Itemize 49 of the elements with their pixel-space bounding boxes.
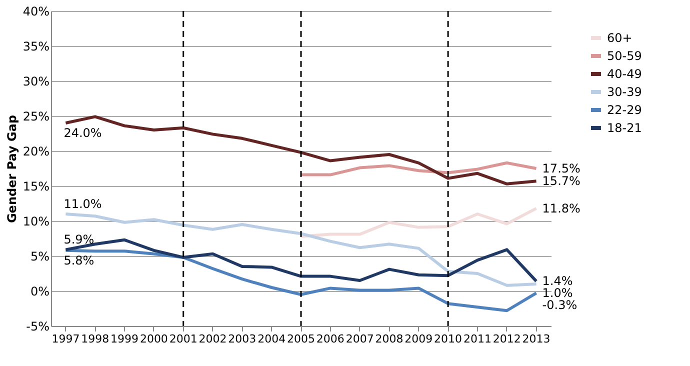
- x-tick-label: 2011: [463, 332, 492, 346]
- data-label: 1.4%: [542, 274, 573, 288]
- data-label: 5.9%: [64, 232, 94, 247]
- y-tick-label: 10%: [22, 214, 50, 228]
- line-series: [300, 161, 538, 176]
- y-tick-label: 5%: [30, 250, 50, 264]
- y-tick-label: 15%: [22, 180, 50, 194]
- y-tick-label: 35%: [22, 40, 50, 54]
- line-series: [64, 115, 538, 186]
- line-series: [64, 248, 538, 312]
- x-tick-label: 2013: [522, 332, 550, 346]
- x-tick-label: 2007: [346, 332, 374, 346]
- legend-label: 40-49: [607, 67, 642, 81]
- data-label: 5.8%: [64, 253, 94, 268]
- x-tick-label: 1999: [110, 332, 139, 346]
- x-tick-label: 2008: [375, 332, 404, 346]
- data-label: 17.5%: [542, 162, 580, 176]
- line-series: [64, 212, 538, 287]
- x-tick-label: 2000: [140, 332, 168, 346]
- x-tick-label: 2005: [287, 332, 315, 346]
- x-tick-label: 2012: [492, 332, 521, 346]
- data-label: 11.0%: [64, 197, 102, 211]
- x-tick-label: 2006: [316, 332, 344, 346]
- data-label: 1.0%: [542, 286, 573, 300]
- data-label: 11.8%: [542, 201, 580, 216]
- y-tick-label: 0%: [30, 284, 50, 298]
- y-tick-label: 40%: [22, 4, 50, 18]
- data-label: 24.0%: [64, 126, 102, 140]
- y-tick-label: 20%: [22, 144, 50, 158]
- legend-label: 60+: [607, 31, 632, 45]
- legend-label: 30-39: [607, 85, 642, 99]
- legend-label: 22-29: [607, 103, 642, 117]
- x-tick-label: 2004: [258, 332, 286, 346]
- data-label: 15.7%: [542, 174, 580, 188]
- legend-label: 18-21: [607, 121, 642, 135]
- y-tick-label: 30%: [22, 74, 50, 88]
- x-tick-label: 2002: [198, 332, 227, 346]
- x-tick-label: 1997: [52, 332, 80, 346]
- x-tick-label: 2001: [169, 332, 198, 346]
- data-label: -0.3%: [542, 298, 578, 312]
- x-tick-label: 2003: [228, 332, 256, 346]
- legend-label: 50-59: [607, 49, 642, 63]
- y-axis-title: Gender Pay Gap: [4, 114, 19, 224]
- x-tick-label: 1998: [81, 332, 110, 346]
- y-tick-label: 25%: [22, 110, 50, 124]
- x-tick-label: 2009: [404, 332, 433, 346]
- y-tick-label: -5%: [26, 320, 50, 334]
- line-series: [300, 206, 538, 238]
- x-tick-label: 2010: [434, 332, 462, 346]
